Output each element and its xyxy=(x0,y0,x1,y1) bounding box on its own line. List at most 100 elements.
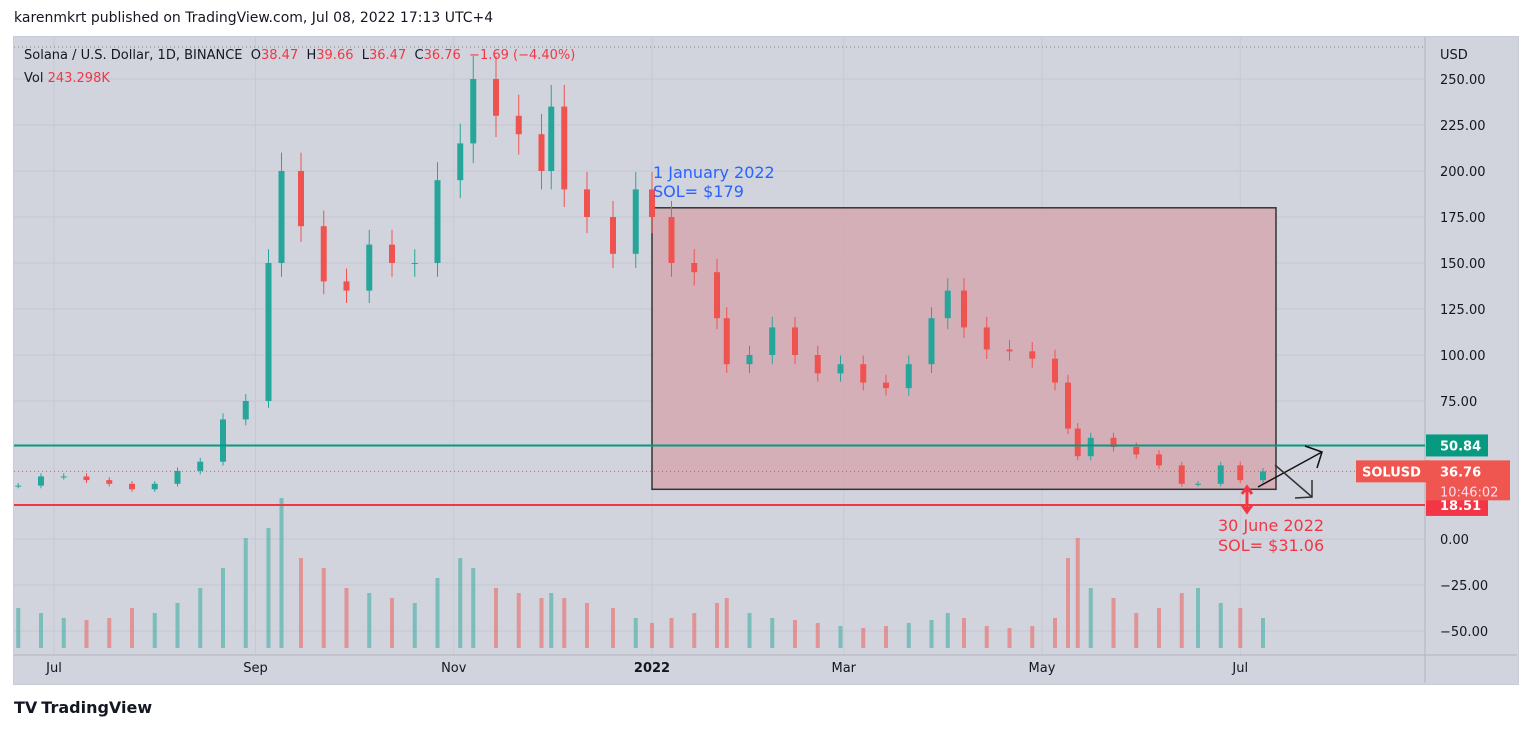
candle xyxy=(1195,483,1201,485)
volume-bar xyxy=(539,598,544,648)
volume-bar xyxy=(1075,538,1080,648)
price-tick: 75.00 xyxy=(1440,395,1477,410)
candle xyxy=(15,485,22,487)
candle xyxy=(366,244,373,291)
volume-bar xyxy=(585,603,589,648)
high-label: H xyxy=(306,48,317,63)
volume-bar xyxy=(1179,593,1184,648)
vol-label: Vol xyxy=(24,71,44,86)
volume-bar xyxy=(770,618,775,648)
volume-bar xyxy=(39,613,43,648)
candle xyxy=(649,189,655,217)
candle xyxy=(1237,465,1244,481)
down-arrow-icon xyxy=(1274,464,1313,499)
candle xyxy=(1217,465,1224,484)
volume-bar xyxy=(367,593,372,648)
volume-bar xyxy=(84,620,89,648)
volume-bar xyxy=(1261,618,1265,648)
volume-bar xyxy=(945,613,950,648)
volume-bar xyxy=(321,568,326,648)
volume-bar xyxy=(198,588,203,648)
candle xyxy=(1065,382,1071,429)
time-tick: Jul xyxy=(1231,661,1248,676)
candle xyxy=(1074,428,1081,457)
volume-bar xyxy=(266,528,271,648)
price-tick: 225.00 xyxy=(1440,119,1486,134)
time-tick: Sep xyxy=(243,661,268,676)
countdown-label: 10:46:02 xyxy=(1440,485,1498,500)
price-tick: 200.00 xyxy=(1440,165,1486,180)
volume-bar xyxy=(669,618,674,648)
candle xyxy=(928,318,935,365)
price-label-bg xyxy=(1426,434,1488,457)
volume-bar xyxy=(884,626,888,648)
price-axis-unit: USD xyxy=(1440,48,1468,63)
volume-bar xyxy=(861,628,866,648)
candle xyxy=(961,290,967,328)
time-tick: Jul xyxy=(45,661,62,676)
candle xyxy=(944,290,951,319)
candle xyxy=(320,226,327,282)
price-tick: 175.00 xyxy=(1440,211,1486,226)
volume-bar xyxy=(549,593,554,648)
volume-bar xyxy=(412,603,417,648)
volume-bar xyxy=(1007,628,1012,648)
volume-bar xyxy=(471,568,476,648)
candle xyxy=(1178,465,1185,484)
candle xyxy=(411,263,418,264)
last-price-label: 36.76 xyxy=(1440,465,1481,480)
volume-bar xyxy=(390,598,394,648)
published-info: karenmkrt published on TradingView.com, … xyxy=(14,10,494,26)
tv-logo-icon: 𝗧𝗩 xyxy=(14,698,38,717)
low-label: L xyxy=(361,48,369,63)
double-arrow-icon xyxy=(1240,484,1254,515)
candle xyxy=(983,327,990,350)
candle xyxy=(837,364,844,374)
candle xyxy=(792,327,798,355)
candle xyxy=(632,189,639,254)
volume-bar xyxy=(516,593,521,648)
annotation-box xyxy=(651,207,1277,491)
candle xyxy=(38,476,44,486)
annotation-jan-date: 1 January 2022 xyxy=(653,163,775,182)
volume-bar xyxy=(793,620,797,648)
vol-value: 243.298K xyxy=(47,71,110,86)
volume-bar xyxy=(494,588,498,648)
candle xyxy=(548,106,555,171)
candle xyxy=(814,355,821,374)
price-tick: 125.00 xyxy=(1440,303,1486,318)
volume-bar xyxy=(299,558,303,648)
time-tick: May xyxy=(1029,661,1056,676)
up-arrow-icon xyxy=(1257,445,1323,488)
time-tick: Nov xyxy=(441,661,467,676)
candle xyxy=(129,483,135,490)
annotation-jun-date: 30 June 2022 xyxy=(1218,516,1324,535)
candle xyxy=(220,419,226,462)
volume-bar xyxy=(344,588,349,648)
high-value: 39.66 xyxy=(316,48,354,63)
candle xyxy=(493,79,499,116)
volume-bar xyxy=(1111,598,1116,648)
price-label: 50.84 xyxy=(1440,439,1481,454)
volume-bar xyxy=(650,623,654,648)
candle xyxy=(174,470,181,484)
candle xyxy=(1087,437,1094,457)
candle xyxy=(197,461,204,471)
candle xyxy=(470,79,477,144)
candle xyxy=(1006,349,1013,352)
tradingview-logo[interactable]: 𝗧𝗩 TradingView xyxy=(14,698,152,717)
price-tick: 0.00 xyxy=(1440,533,1469,548)
last-price-bg xyxy=(1426,460,1510,501)
volume-bar xyxy=(838,626,843,648)
volume-bar xyxy=(715,603,719,648)
symbol-label-bg xyxy=(1356,460,1430,483)
volume-bar xyxy=(1053,618,1057,648)
candle xyxy=(769,327,776,355)
volume-bar xyxy=(724,598,729,648)
volume-bar xyxy=(1134,613,1139,648)
volume-bar xyxy=(633,618,638,648)
logo-text: TradingView xyxy=(41,698,153,717)
candle xyxy=(389,244,395,263)
volume-bar xyxy=(962,618,966,648)
